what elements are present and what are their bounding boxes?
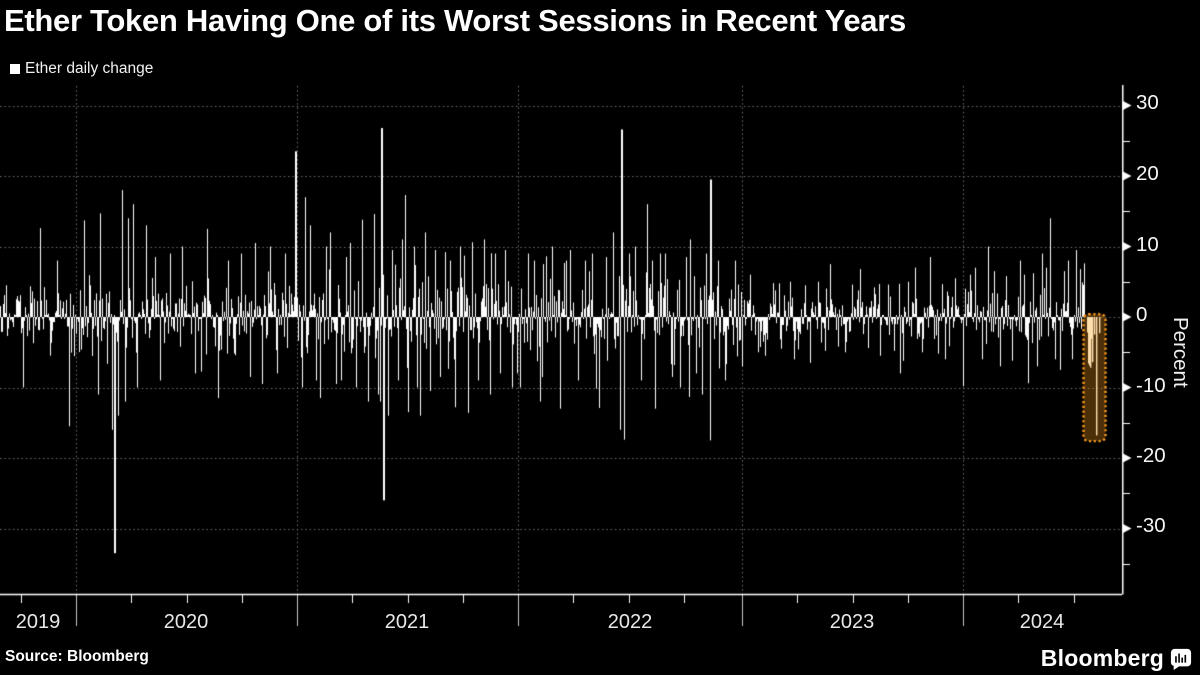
x-axis-year-label: 2019 (15, 611, 61, 633)
legend-marker-swatch (10, 64, 20, 74)
bloomberg-logo-icon (1170, 648, 1192, 670)
legend: Ether daily change (10, 60, 153, 78)
source-attribution: Source: Bloomberg (5, 648, 149, 665)
bloomberg-brand: Bloomberg (1041, 645, 1192, 672)
y-axis-tick-label: 0 (1136, 303, 1148, 326)
y-axis-tick-label: -20 (1136, 444, 1166, 467)
chart-title: Ether Token Having One of its Worst Sess… (4, 3, 906, 38)
x-axis-year-label: 2021 (384, 611, 430, 633)
y-axis-tick-label: -10 (1136, 374, 1166, 397)
y-axis-tick-label: 30 (1136, 91, 1159, 114)
bloomberg-wordmark: Bloomberg (1040, 645, 1164, 671)
y-axis-tick-label: -30 (1136, 514, 1166, 537)
x-axis-year-label: 2024 (1019, 611, 1065, 633)
legend-label: Ether daily change (25, 60, 154, 77)
y-axis-title: Percent (1169, 316, 1192, 388)
x-axis-year-label: 2023 (829, 611, 875, 633)
y-axis-tick-label: 10 (1136, 233, 1159, 256)
x-axis-year-label: 2022 (607, 611, 653, 633)
y-axis-tick-label: 20 (1136, 162, 1159, 185)
x-axis-year-label: 2020 (163, 611, 209, 633)
